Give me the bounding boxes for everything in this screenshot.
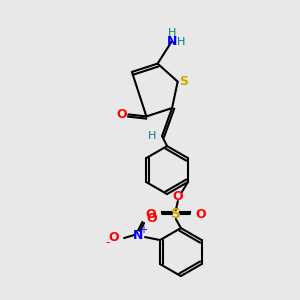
Text: S: S [171, 207, 181, 221]
Text: -: - [106, 236, 110, 249]
Text: O: O [196, 208, 206, 220]
Text: H: H [167, 28, 176, 38]
Text: O: O [146, 208, 156, 220]
Text: H: H [176, 37, 185, 46]
Text: H: H [148, 131, 156, 141]
Text: O: O [109, 231, 119, 244]
Text: +: + [139, 225, 147, 235]
Text: S: S [179, 75, 188, 88]
Text: N: N [133, 229, 143, 242]
Text: N: N [167, 35, 177, 48]
Text: O: O [172, 190, 183, 202]
Text: O: O [116, 108, 127, 121]
Text: O: O [147, 212, 158, 225]
